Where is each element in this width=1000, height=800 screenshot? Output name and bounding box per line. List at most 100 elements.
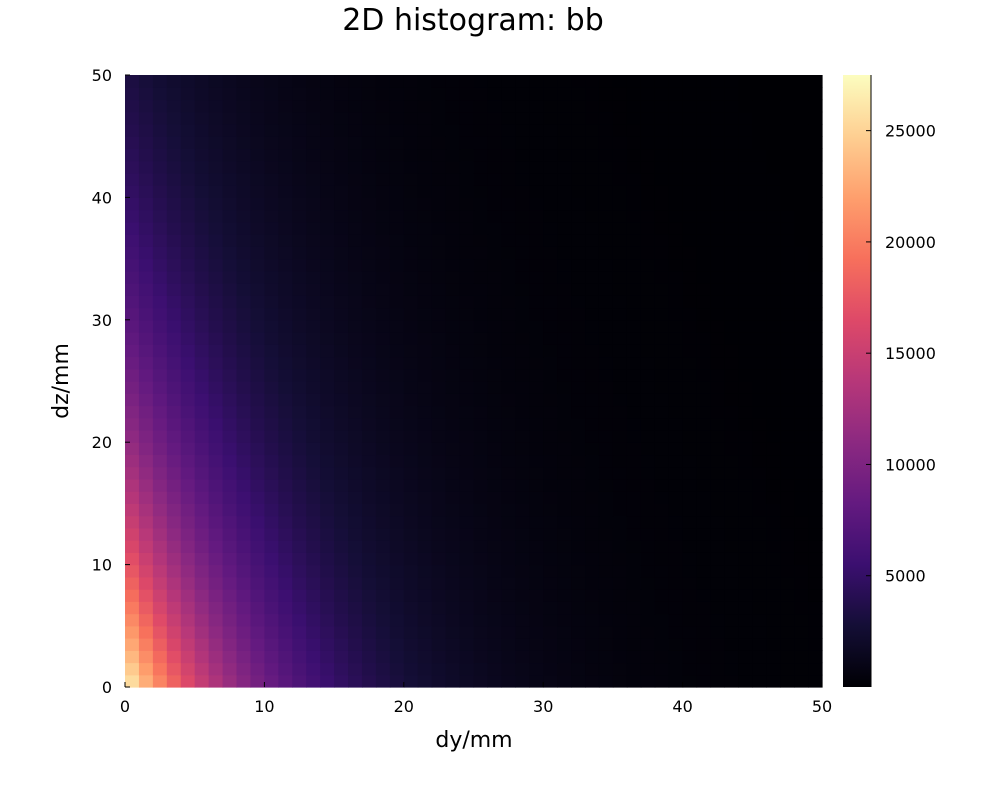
heatmap-cell — [529, 172, 544, 186]
heatmap-cell — [752, 381, 767, 394]
heatmap-cell — [487, 564, 502, 578]
heatmap-cell — [487, 197, 502, 211]
heatmap-cell — [166, 540, 182, 553]
heatmap-cell — [459, 307, 475, 321]
heatmap-cell — [780, 442, 795, 456]
heatmap-cell — [738, 454, 753, 468]
heatmap-cell — [278, 650, 293, 664]
heatmap-cell — [724, 87, 739, 101]
heatmap-cell — [696, 429, 712, 443]
heatmap-cell — [125, 87, 140, 101]
heatmap-cell — [138, 515, 154, 529]
heatmap-cell — [194, 111, 210, 125]
heatmap-cell — [208, 613, 224, 627]
heatmap-cell — [334, 503, 349, 517]
heatmap-cell — [320, 283, 335, 296]
heatmap-cell — [278, 405, 293, 419]
heatmap-cell — [278, 552, 293, 566]
heatmap-cell — [612, 515, 628, 529]
heatmap-cell — [125, 111, 140, 125]
heatmap-cell — [529, 503, 544, 517]
heatmap-cell — [180, 405, 196, 419]
heatmap-cell — [306, 589, 321, 602]
heatmap-cell — [543, 381, 558, 394]
heatmap-cell — [808, 136, 823, 150]
heatmap-cell — [166, 344, 182, 358]
heatmap-cell — [626, 87, 642, 101]
heatmap-cell — [403, 442, 419, 456]
heatmap-cell — [348, 601, 363, 615]
heatmap-cell — [375, 209, 391, 223]
heatmap-cell — [585, 674, 600, 688]
heatmap-cell — [306, 270, 321, 284]
heatmap-cell — [236, 344, 252, 358]
heatmap-cell — [138, 234, 154, 247]
heatmap-cell — [668, 332, 684, 345]
heatmap-cell — [515, 381, 530, 394]
heatmap-cell — [766, 527, 781, 541]
heatmap-cell — [403, 356, 419, 370]
heatmap-cell — [194, 319, 210, 333]
heatmap-cell — [626, 429, 642, 443]
heatmap-cell — [389, 454, 405, 468]
heatmap-cell — [306, 381, 321, 394]
heatmap-cell — [501, 234, 516, 247]
heatmap-cell — [794, 111, 809, 125]
heatmap-cell — [194, 295, 210, 309]
heatmap-cell — [292, 319, 307, 333]
heatmap-cell — [752, 136, 767, 150]
heatmap-cell — [487, 417, 502, 431]
heatmap-cell — [557, 307, 572, 321]
heatmap-cell — [682, 136, 698, 150]
heatmap-cell — [278, 429, 293, 443]
heatmap-cell — [780, 307, 795, 321]
heatmap-cell — [710, 75, 726, 88]
heatmap-cell — [626, 466, 642, 480]
heatmap-cell — [222, 589, 238, 602]
heatmap-cell — [389, 234, 405, 247]
heatmap-cell — [389, 527, 405, 541]
heatmap-cell — [152, 466, 168, 480]
heatmap-cell — [417, 319, 433, 333]
heatmap-cell — [250, 209, 265, 223]
heatmap-cell — [166, 209, 182, 223]
heatmap-cell — [654, 564, 670, 578]
heatmap-cell — [598, 503, 614, 517]
heatmap-cell — [654, 638, 670, 651]
heatmap-cell — [794, 625, 809, 639]
heatmap-cell — [738, 319, 753, 333]
heatmap-cell — [557, 270, 572, 284]
heatmap-cell — [138, 307, 154, 321]
x-tick-label: 40 — [672, 697, 692, 716]
heatmap-cell — [125, 209, 140, 223]
heatmap-cell — [598, 283, 614, 296]
heatmap-cell — [417, 552, 433, 566]
heatmap-cell — [766, 478, 781, 492]
heatmap-cell — [138, 381, 154, 394]
heatmap-cell — [334, 75, 349, 88]
heatmap-cell — [640, 295, 656, 309]
heatmap-cell — [375, 295, 391, 309]
heatmap-cell — [529, 552, 544, 566]
heatmap-cell — [180, 295, 196, 309]
heatmap-cell — [710, 209, 726, 223]
heatmap-cell — [125, 393, 140, 407]
heatmap-cell — [724, 332, 739, 345]
heatmap-cell — [417, 540, 433, 553]
heatmap-cell — [320, 466, 335, 480]
heatmap-cell — [654, 332, 670, 345]
heatmap-cell — [445, 234, 461, 247]
heatmap-cell — [724, 576, 739, 590]
heatmap-cell — [696, 454, 712, 468]
heatmap-cell — [738, 75, 753, 88]
heatmap-cell — [654, 417, 670, 431]
heatmap-cell — [431, 674, 447, 688]
x-axis-label: dy/mm — [435, 728, 512, 753]
heatmap-cell — [487, 662, 502, 676]
heatmap-cell — [640, 478, 656, 492]
heatmap-cell — [780, 221, 795, 235]
heatmap-cell — [389, 638, 405, 651]
heatmap-cell — [473, 478, 489, 492]
heatmap-cell — [361, 638, 377, 651]
heatmap-cell — [417, 429, 433, 443]
